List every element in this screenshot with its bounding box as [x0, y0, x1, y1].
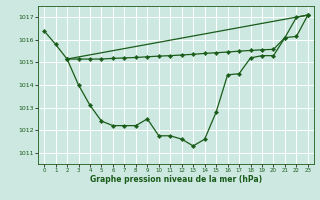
X-axis label: Graphe pression niveau de la mer (hPa): Graphe pression niveau de la mer (hPa) [90, 175, 262, 184]
